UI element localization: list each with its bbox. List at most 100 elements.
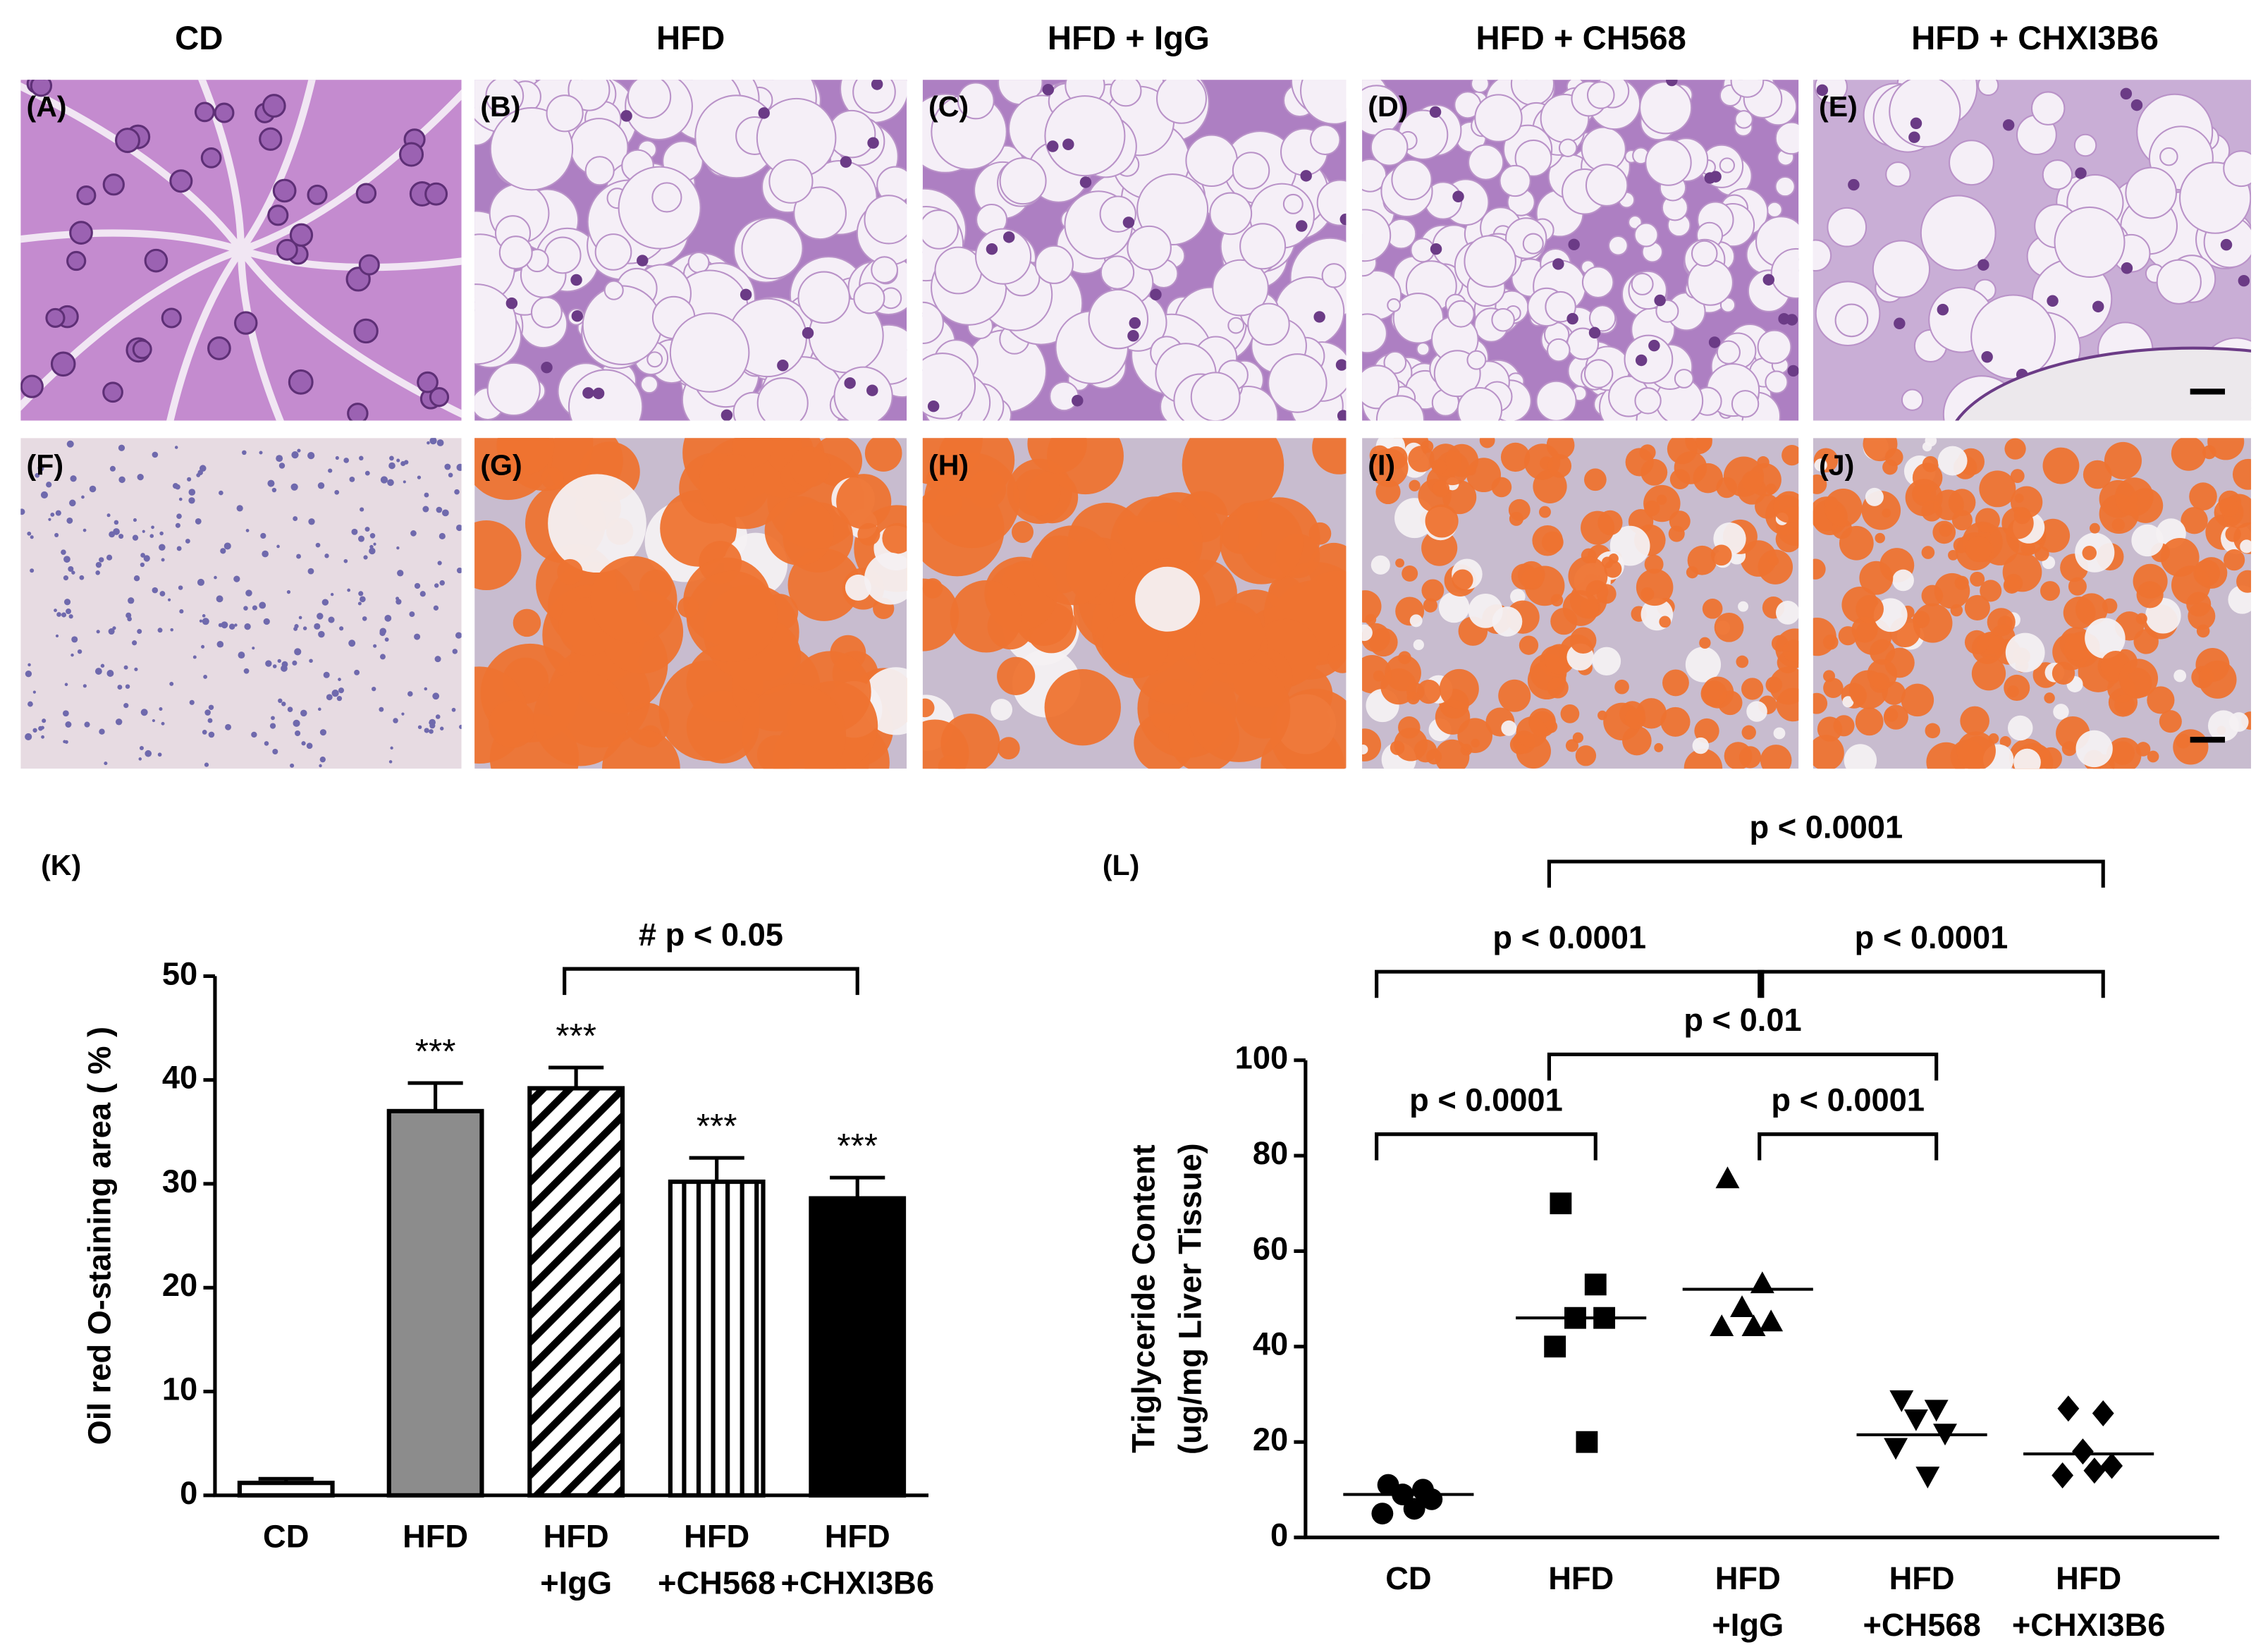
lipid — [1409, 614, 1423, 628]
vacuole — [852, 80, 896, 114]
micrograph — [474, 80, 907, 421]
nucleus — [360, 507, 364, 512]
nucleus — [152, 451, 159, 458]
nucleus — [429, 438, 437, 445]
vacuole — [669, 312, 750, 393]
nucleus — [570, 274, 582, 286]
nucleus — [331, 689, 339, 697]
nucleus — [140, 709, 148, 716]
nucleus — [1430, 243, 1442, 255]
vacuole — [2054, 206, 2126, 278]
vacuole — [1044, 95, 1126, 177]
nucleus — [114, 520, 119, 525]
nucleus — [422, 506, 429, 513]
lipid — [1500, 442, 1531, 472]
nucleus — [82, 684, 87, 688]
nucleus — [296, 553, 301, 559]
lipid — [2040, 581, 2061, 601]
vacuole — [1901, 388, 1924, 411]
lipid — [533, 671, 629, 766]
nucleus — [1150, 288, 1162, 300]
nucleus — [1908, 131, 1920, 143]
vacuole — [568, 369, 644, 421]
nucleus — [740, 288, 752, 301]
nucleus — [1778, 312, 1790, 325]
lipid — [1813, 735, 1844, 769]
error-bar — [830, 1175, 885, 1199]
vacuole — [1770, 247, 1799, 300]
nucleus — [27, 531, 32, 536]
nucleus — [216, 595, 223, 603]
vacuole — [1316, 179, 1347, 226]
nucleus — [620, 110, 632, 122]
nucleus — [844, 377, 856, 389]
lipid — [2181, 506, 2208, 534]
nucleus — [293, 626, 298, 631]
vacuole — [1545, 290, 1576, 323]
vacuole — [1209, 192, 1253, 235]
nucleus — [219, 490, 223, 496]
x-tick-label: HFD — [684, 1519, 749, 1555]
nucleus — [440, 726, 444, 730]
nucleus — [25, 733, 32, 740]
lipid — [1755, 494, 1780, 519]
nucleus — [188, 497, 195, 504]
nucleus — [159, 544, 166, 551]
vacuole — [1268, 353, 1327, 413]
lipid — [997, 656, 1036, 695]
nucleus — [349, 476, 355, 482]
nucleus — [433, 605, 439, 611]
vacuole — [2125, 166, 2178, 219]
lipid — [1724, 742, 1753, 769]
nucleus — [1337, 410, 1347, 421]
vacuole — [1691, 240, 1718, 267]
lipid — [1510, 589, 1526, 604]
nucleus — [867, 137, 879, 149]
panel-label: (D) — [1368, 90, 1408, 123]
nucleus — [169, 681, 174, 686]
lipid — [991, 699, 1013, 721]
nucleus — [455, 632, 462, 639]
vacuole — [1970, 294, 2056, 380]
lipid — [1859, 561, 1894, 595]
lipid — [1814, 458, 1827, 472]
lipid — [1568, 556, 1608, 596]
nucleus — [541, 361, 553, 374]
y-tick-label: 100 — [1235, 1040, 1289, 1076]
nucleus — [373, 542, 376, 546]
bar — [386, 1108, 484, 1498]
vacuole — [1734, 110, 1753, 129]
nucleus — [395, 599, 402, 605]
column-header: HFD + IgG — [1048, 20, 1210, 57]
nucleus — [364, 527, 370, 532]
vacuole — [1470, 80, 1490, 94]
lipid — [2083, 460, 2112, 489]
nucleus — [414, 633, 421, 640]
lipid — [1544, 644, 1575, 675]
vacuole — [1719, 297, 1736, 313]
lipid — [882, 522, 907, 554]
nucleus — [262, 94, 286, 118]
lipid — [1565, 739, 1579, 752]
nucleus — [448, 472, 453, 478]
lipid — [1813, 558, 1826, 580]
nucleus — [96, 630, 100, 634]
lipid — [2136, 581, 2164, 608]
nucleus — [64, 740, 68, 744]
nucleus — [109, 531, 116, 538]
nucleus — [315, 542, 321, 548]
lipid — [1432, 480, 1450, 498]
lipid — [2005, 632, 2045, 673]
vacuole — [2159, 147, 2178, 166]
nucleus — [50, 512, 55, 517]
column-header: HFD + CHXI3B6 — [1911, 20, 2159, 57]
lipid — [1738, 601, 1748, 612]
nucleus — [1977, 259, 1989, 271]
nucleus — [95, 561, 102, 568]
vacuole — [1834, 303, 1869, 338]
lipid — [1395, 558, 1404, 568]
nucleus — [456, 463, 462, 471]
vacuole — [1190, 372, 1241, 421]
vacuole — [1588, 305, 1617, 332]
